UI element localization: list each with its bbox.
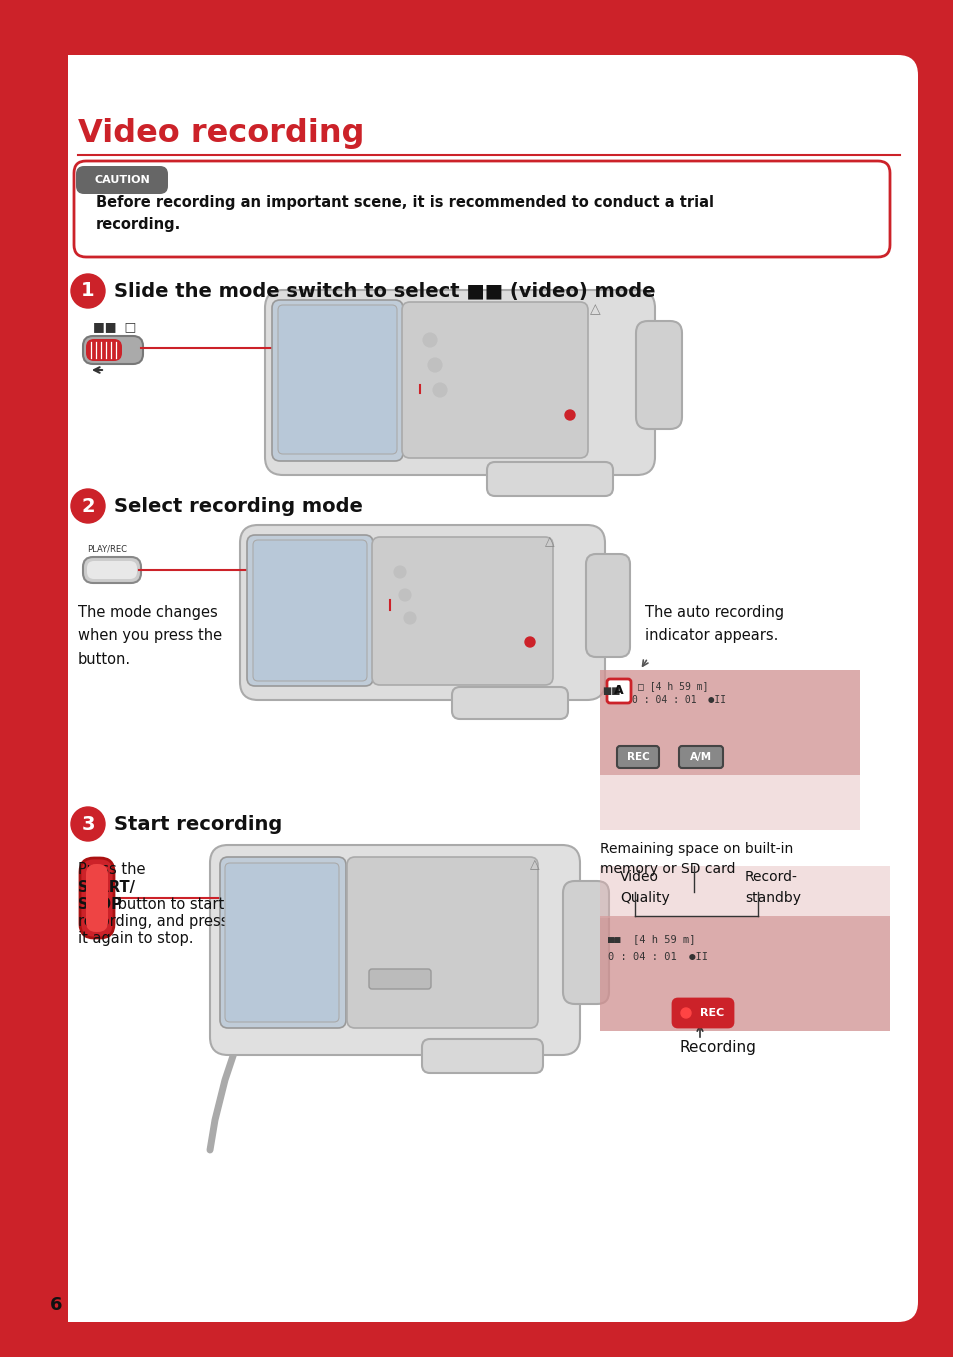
- Text: △: △: [544, 535, 554, 548]
- Text: □ [4 h 59 m]: □ [4 h 59 m]: [638, 681, 708, 691]
- FancyBboxPatch shape: [599, 670, 859, 775]
- FancyBboxPatch shape: [585, 554, 629, 657]
- FancyBboxPatch shape: [247, 535, 373, 687]
- Circle shape: [564, 410, 575, 421]
- FancyBboxPatch shape: [347, 858, 537, 1029]
- FancyBboxPatch shape: [76, 166, 168, 194]
- Text: CAUTION: CAUTION: [94, 175, 150, 185]
- FancyBboxPatch shape: [220, 858, 346, 1029]
- Circle shape: [403, 612, 416, 624]
- Text: Start recording: Start recording: [113, 814, 282, 833]
- FancyBboxPatch shape: [599, 916, 889, 1031]
- Circle shape: [422, 332, 436, 347]
- Text: PLAY/REC: PLAY/REC: [87, 546, 127, 554]
- FancyBboxPatch shape: [86, 339, 122, 361]
- FancyBboxPatch shape: [599, 866, 889, 917]
- FancyBboxPatch shape: [372, 537, 553, 685]
- Text: The auto recording
indicator appears.: The auto recording indicator appears.: [644, 605, 783, 643]
- Circle shape: [524, 636, 535, 647]
- FancyBboxPatch shape: [83, 337, 143, 364]
- FancyBboxPatch shape: [80, 858, 113, 938]
- Text: A/M: A/M: [689, 752, 711, 763]
- Circle shape: [71, 489, 105, 522]
- FancyBboxPatch shape: [486, 461, 613, 497]
- Text: START/: START/: [78, 879, 135, 896]
- Text: ■■: ■■: [601, 687, 619, 696]
- FancyBboxPatch shape: [36, 56, 68, 1322]
- Text: Recording: Recording: [679, 1039, 756, 1054]
- Text: 0 : 04 : 01  ●II: 0 : 04 : 01 ●II: [631, 695, 725, 706]
- Text: Press the: Press the: [78, 862, 150, 877]
- Text: ■■  [4 h 59 m]: ■■ [4 h 59 m]: [607, 934, 695, 944]
- Circle shape: [71, 274, 105, 308]
- Circle shape: [394, 566, 406, 578]
- FancyBboxPatch shape: [225, 863, 338, 1022]
- Text: Video
Quality: Video Quality: [619, 870, 669, 905]
- FancyBboxPatch shape: [672, 999, 732, 1027]
- Text: recording, and press: recording, and press: [78, 915, 229, 930]
- Text: REC: REC: [626, 752, 649, 763]
- Circle shape: [680, 1008, 690, 1018]
- FancyBboxPatch shape: [452, 687, 567, 719]
- FancyBboxPatch shape: [636, 322, 681, 429]
- Text: button to start: button to start: [112, 897, 224, 912]
- FancyBboxPatch shape: [617, 746, 659, 768]
- FancyBboxPatch shape: [599, 775, 859, 830]
- FancyBboxPatch shape: [562, 881, 608, 1004]
- FancyBboxPatch shape: [272, 300, 402, 461]
- Text: Remaining space on built-in
memory or SD card: Remaining space on built-in memory or SD…: [599, 841, 792, 875]
- Text: 6: 6: [50, 1296, 62, 1314]
- Text: △: △: [530, 858, 539, 871]
- FancyBboxPatch shape: [277, 305, 396, 455]
- Text: A: A: [614, 684, 623, 697]
- FancyBboxPatch shape: [679, 746, 722, 768]
- Text: it again to stop.: it again to stop.: [78, 931, 193, 946]
- FancyBboxPatch shape: [606, 678, 630, 703]
- Text: The mode changes
when you press the
button.: The mode changes when you press the butt…: [78, 605, 222, 666]
- FancyBboxPatch shape: [36, 56, 917, 1322]
- FancyBboxPatch shape: [265, 290, 655, 475]
- Text: ■■  □: ■■ □: [92, 320, 136, 332]
- Circle shape: [398, 589, 411, 601]
- Text: 0 : 04 : 01  ●II: 0 : 04 : 01 ●II: [607, 953, 707, 962]
- Text: 2: 2: [81, 497, 94, 516]
- Text: Select recording mode: Select recording mode: [113, 497, 362, 516]
- Text: STOP: STOP: [78, 897, 122, 912]
- Text: Slide the mode switch to select ■■ (video) mode: Slide the mode switch to select ■■ (vide…: [113, 281, 655, 300]
- FancyBboxPatch shape: [421, 1039, 542, 1073]
- FancyBboxPatch shape: [240, 525, 604, 700]
- Circle shape: [433, 383, 447, 398]
- FancyBboxPatch shape: [253, 540, 367, 681]
- FancyBboxPatch shape: [87, 560, 137, 579]
- Circle shape: [71, 807, 105, 841]
- Text: Video recording: Video recording: [78, 118, 364, 149]
- Text: Before recording an important scene, it is recommended to conduct a trial
record: Before recording an important scene, it …: [96, 195, 713, 232]
- Circle shape: [428, 358, 441, 372]
- FancyBboxPatch shape: [210, 845, 579, 1054]
- FancyBboxPatch shape: [74, 161, 889, 256]
- FancyBboxPatch shape: [83, 556, 141, 584]
- Text: 3: 3: [81, 814, 94, 833]
- Text: △: △: [589, 303, 600, 316]
- Text: 1: 1: [81, 281, 94, 300]
- FancyBboxPatch shape: [401, 303, 587, 459]
- FancyBboxPatch shape: [369, 969, 431, 989]
- Text: Record-
standby: Record- standby: [744, 870, 801, 905]
- FancyBboxPatch shape: [86, 864, 108, 932]
- Text: REC: REC: [700, 1008, 723, 1018]
